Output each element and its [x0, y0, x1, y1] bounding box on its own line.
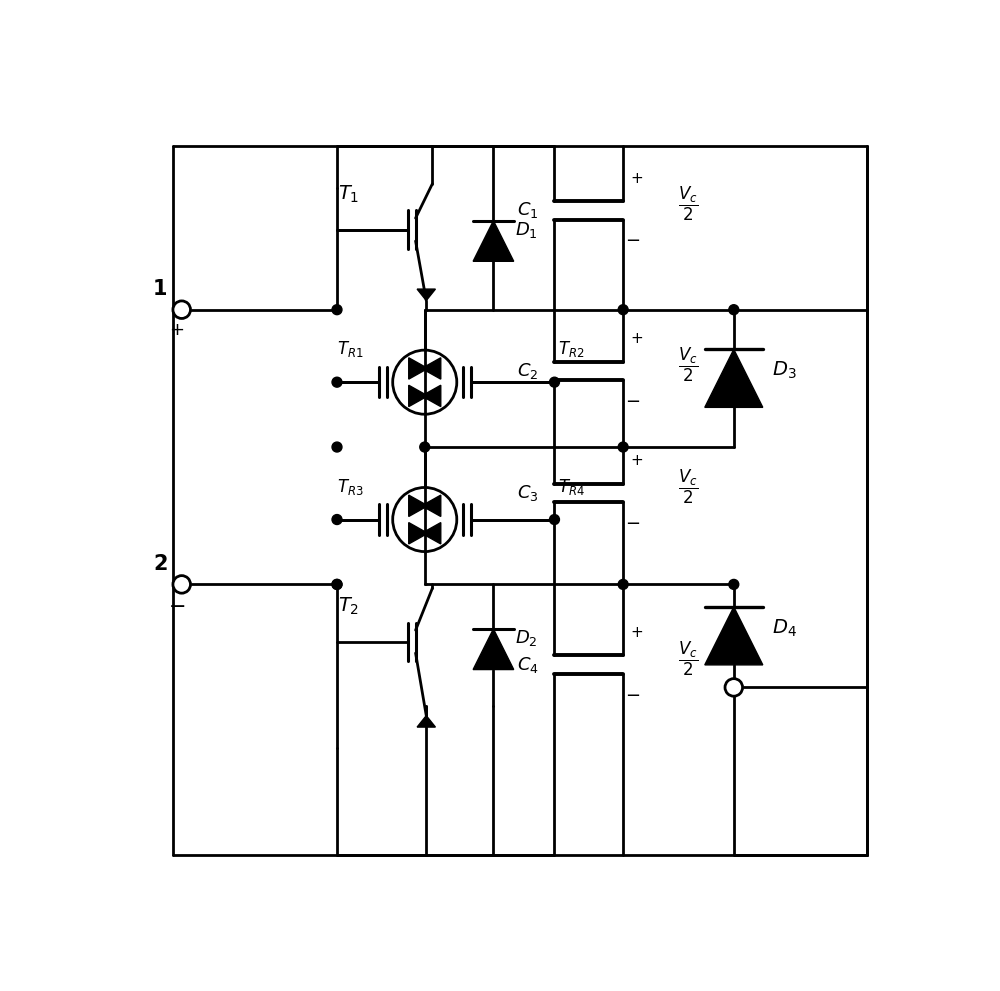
Text: $\dfrac{V_c}{2}$: $\dfrac{V_c}{2}$	[678, 468, 698, 505]
Circle shape	[332, 304, 342, 315]
Text: $\dfrac{V_c}{2}$: $\dfrac{V_c}{2}$	[678, 346, 698, 384]
Circle shape	[618, 442, 628, 452]
Text: $-$: $-$	[625, 231, 641, 249]
Text: $C_3$: $C_3$	[517, 483, 539, 502]
Circle shape	[332, 442, 342, 452]
Text: $+$: $+$	[630, 625, 643, 640]
Circle shape	[618, 304, 628, 315]
Circle shape	[332, 378, 342, 387]
Text: $T_{R3}$: $T_{R3}$	[337, 477, 364, 496]
Text: $+$: $+$	[169, 321, 184, 339]
Text: $C_1$: $C_1$	[517, 200, 538, 220]
Text: $C_2$: $C_2$	[517, 361, 538, 381]
Text: $T_1$: $T_1$	[338, 184, 359, 205]
Polygon shape	[417, 289, 435, 300]
Polygon shape	[409, 385, 428, 406]
Text: $D_3$: $D_3$	[772, 360, 797, 382]
Text: $+$: $+$	[630, 331, 643, 346]
Text: $D_4$: $D_4$	[772, 617, 797, 639]
Text: 2: 2	[153, 554, 168, 574]
Polygon shape	[409, 358, 428, 380]
Text: $+$: $+$	[630, 453, 643, 469]
Text: $-$: $-$	[168, 595, 185, 615]
Polygon shape	[422, 358, 441, 380]
Circle shape	[725, 679, 743, 697]
Circle shape	[618, 580, 628, 590]
Text: 1: 1	[153, 279, 168, 299]
Text: $-$: $-$	[625, 685, 641, 703]
Polygon shape	[409, 522, 428, 544]
Text: $+$: $+$	[630, 170, 643, 186]
Text: $D_2$: $D_2$	[515, 628, 537, 648]
Polygon shape	[705, 350, 763, 407]
Circle shape	[332, 514, 342, 524]
Text: $T_{R1}$: $T_{R1}$	[337, 339, 364, 360]
Polygon shape	[473, 629, 514, 670]
Text: $-$: $-$	[625, 512, 641, 531]
Circle shape	[173, 576, 190, 594]
Circle shape	[550, 514, 559, 524]
Text: $T_{R4}$: $T_{R4}$	[558, 477, 585, 496]
Text: $D_1$: $D_1$	[515, 220, 538, 240]
Text: $\dfrac{V_c}{2}$: $\dfrac{V_c}{2}$	[678, 185, 698, 224]
Circle shape	[550, 378, 559, 387]
Polygon shape	[473, 221, 514, 262]
Text: $\dfrac{V_c}{2}$: $\dfrac{V_c}{2}$	[678, 639, 698, 678]
Polygon shape	[422, 522, 441, 544]
Circle shape	[332, 580, 342, 590]
Polygon shape	[422, 385, 441, 406]
Polygon shape	[409, 496, 428, 516]
Polygon shape	[417, 716, 435, 727]
Circle shape	[332, 580, 342, 590]
Circle shape	[729, 304, 739, 315]
Polygon shape	[422, 496, 441, 516]
Polygon shape	[705, 606, 763, 665]
Text: $T_2$: $T_2$	[338, 596, 359, 617]
Circle shape	[420, 442, 430, 452]
Text: $C_4$: $C_4$	[517, 654, 539, 675]
Circle shape	[729, 580, 739, 590]
Text: $T_{R2}$: $T_{R2}$	[558, 339, 585, 360]
Circle shape	[173, 301, 190, 318]
Text: $-$: $-$	[625, 390, 641, 408]
